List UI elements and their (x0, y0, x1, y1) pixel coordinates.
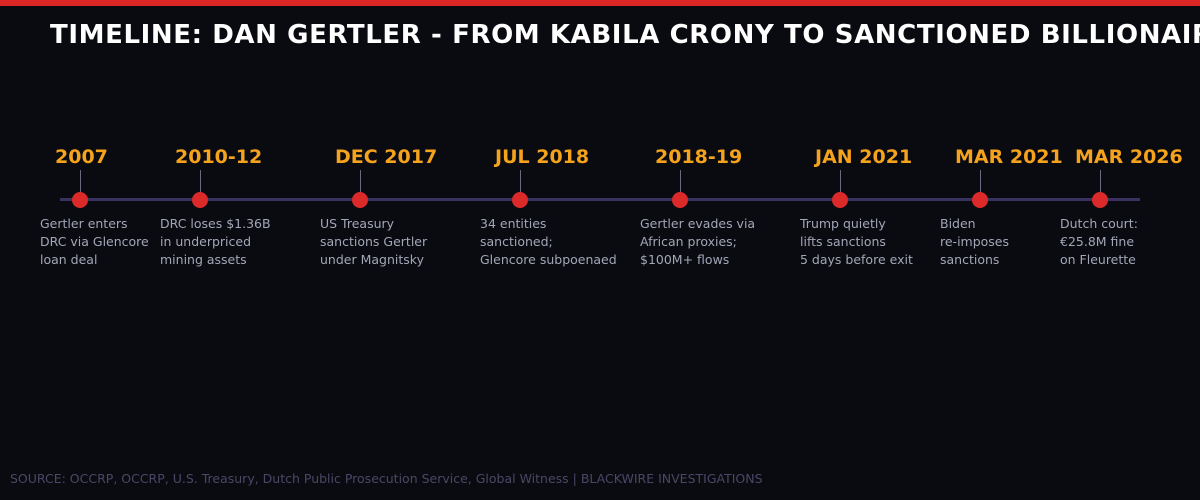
top-accent-bar (0, 0, 1200, 6)
event-date: JUL 2018 (495, 146, 590, 168)
event-description-line: re-imposes (940, 234, 1010, 249)
event-description: Biden re-imposes sanctions (940, 215, 1009, 269)
event-description-line: Biden (940, 216, 976, 231)
event-marker-dot (352, 192, 368, 208)
event-description-line: loan deal (40, 252, 98, 267)
event-description-line: in underpriced (160, 234, 252, 249)
event-marker-dot (672, 192, 688, 208)
event-description-line: US Treasury (320, 216, 395, 231)
event-description-line: DRC loses $1.36B (160, 216, 271, 231)
event-date: JAN 2021 (815, 146, 913, 168)
event-description-line: DRC via Glencore (40, 234, 149, 249)
event-description-line: 34 entities (480, 216, 547, 231)
event-description-line: $100M+ flows (640, 252, 730, 267)
page-title: TIMELINE: DAN GERTLER - FROM KABILA CRON… (50, 20, 1200, 50)
event-description-line: sanctioned; (480, 234, 553, 249)
event-date: MAR 2021 (955, 146, 1063, 168)
event-connector (679, 170, 681, 192)
event-description-line: Dutch court: (1060, 216, 1138, 231)
event-connector (79, 170, 81, 192)
event-description-line: on Fleurette (1060, 252, 1136, 267)
event-description: DRC loses $1.36B in underpriced mining a… (160, 215, 271, 269)
timeline-axis (60, 198, 1140, 201)
event-connector (839, 170, 841, 192)
event-connector (519, 170, 521, 192)
event-description-line: €25.8M fine (1060, 234, 1135, 249)
event-description-line: Gertler enters (40, 216, 128, 231)
event-marker-dot (72, 192, 88, 208)
event-date: DEC 2017 (335, 146, 438, 168)
event-date: 2018-19 (655, 146, 743, 168)
event-date: MAR 2026 (1075, 146, 1183, 168)
event-marker-dot (1092, 192, 1108, 208)
event-description: US Treasury sanctions Gertler under Magn… (320, 215, 427, 269)
event-description-line: sanctions Gertler (320, 234, 428, 249)
event-connector (1099, 170, 1101, 192)
event-description-line: 5 days before exit (800, 252, 913, 267)
event-connector (979, 170, 981, 192)
event-description-line: African proxies; (640, 234, 737, 249)
event-description-line: Gertler evades via (640, 216, 756, 231)
event-connector (199, 170, 201, 192)
event-description: 34 entities sanctioned; Glencore subpoen… (480, 215, 617, 269)
event-marker-dot (832, 192, 848, 208)
event-connector (359, 170, 361, 192)
event-marker-dot (192, 192, 208, 208)
event-description-line: sanctions (940, 252, 1000, 267)
event-description-line: under Magnitsky (320, 252, 424, 267)
event-description: Gertler enters DRC via Glencore loan dea… (40, 215, 149, 269)
event-description: Gertler evades via African proxies; $100… (640, 215, 755, 269)
event-marker-dot (512, 192, 528, 208)
event-description-line: Trump quietly (800, 216, 886, 231)
event-date: 2010-12 (175, 146, 263, 168)
event-description-line: mining assets (160, 252, 247, 267)
source-footer: SOURCE: OCCRP, OCCRP, U.S. Treasury, Dut… (10, 471, 763, 486)
event-marker-dot (972, 192, 988, 208)
event-description-line: lifts sanctions (800, 234, 886, 249)
event-description: Trump quietly lifts sanctions 5 days bef… (800, 215, 913, 269)
event-description-line: Glencore subpoenaed (480, 252, 617, 267)
event-date: 2007 (55, 146, 108, 168)
event-description: Dutch court: €25.8M fine on Fleurette (1060, 215, 1138, 269)
